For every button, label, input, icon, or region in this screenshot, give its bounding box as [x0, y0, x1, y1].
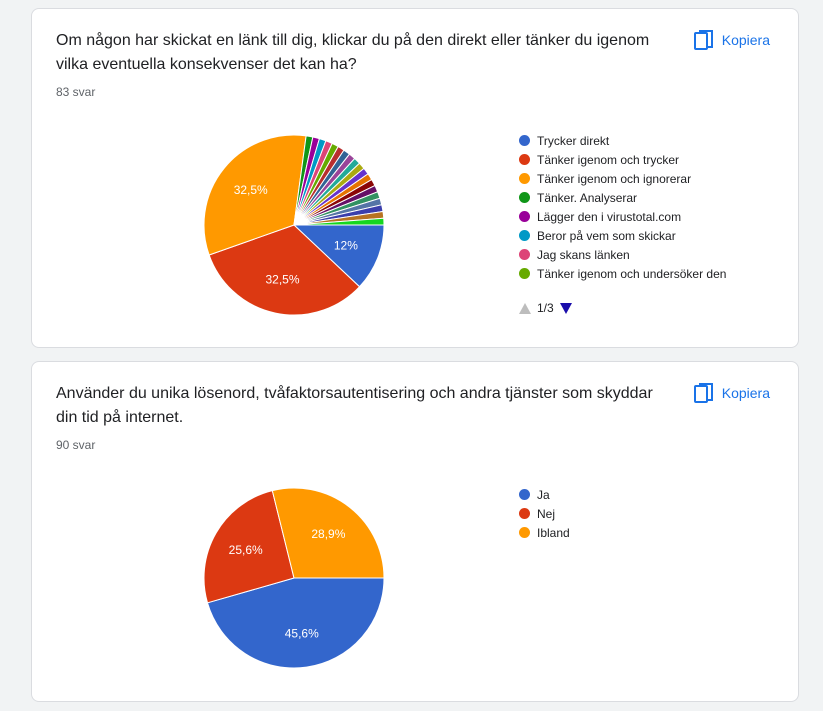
- legend-color-dot: [519, 249, 530, 260]
- question-card-1: Om någon har skickat en länk till dig, k…: [31, 8, 799, 348]
- legend-item: Tänker igenom och trycker: [519, 150, 726, 169]
- pie-slice[interactable]: [206, 577, 385, 669]
- legend-item: Tänker igenom och undersöker den: [519, 264, 726, 283]
- pie-chart: 45,6% 25,6% 28,9%: [203, 487, 385, 669]
- pie-chart: 12% 32,5% 32,5%: [203, 134, 385, 316]
- chart-legend: Trycker direkt Tänker igenom och trycker T…: [519, 131, 726, 283]
- slice-label: 25,6%: [229, 543, 263, 557]
- page-indicator: 1/3: [537, 301, 554, 315]
- slice-label: 32,5%: [265, 273, 299, 287]
- legend-item: Tänker igenom och ignorerar: [519, 169, 726, 188]
- pie-slice[interactable]: [203, 134, 307, 256]
- legend-label: Jag skans länken: [537, 247, 630, 262]
- legend-color-dot: [519, 230, 530, 241]
- pie-slice[interactable]: [203, 490, 295, 604]
- response-count: 83 svar: [56, 85, 96, 99]
- copy-icon: [693, 29, 714, 51]
- legend-color-dot: [519, 135, 530, 146]
- legend-label: Lägger den i virustotal.com: [537, 209, 682, 224]
- legend-item: Ibland: [519, 523, 570, 542]
- pie-slice[interactable]: [293, 217, 385, 226]
- legend-label: Tänker igenom och undersöker den: [537, 266, 727, 281]
- legend-color-dot: [519, 268, 530, 279]
- slice-label: 28,9%: [311, 527, 345, 541]
- slice-label: 12%: [334, 239, 358, 253]
- legend-item: Trycker direkt: [519, 131, 726, 150]
- legend-item: Jag skans länken: [519, 245, 726, 264]
- question-title: Använder du unika lösenord, tvåfaktorsau…: [56, 385, 653, 426]
- copy-button[interactable]: Kopiera: [693, 382, 770, 404]
- slice-label: 45,6%: [285, 626, 319, 640]
- legend-color-dot: [519, 173, 530, 184]
- legend-color-dot: [519, 508, 530, 519]
- legend-item: Tänker. Analyserar: [519, 188, 726, 207]
- legend-color-dot: [519, 154, 530, 165]
- question-card-2: Använder du unika lösenord, tvåfaktorsau…: [31, 361, 799, 702]
- page-up-icon[interactable]: [519, 302, 531, 314]
- pie-slice[interactable]: [208, 224, 361, 316]
- pie-slice[interactable]: [292, 224, 385, 288]
- legend-label: Trycker direkt: [537, 133, 610, 148]
- legend-item: Beror på vem som skickar: [519, 226, 726, 245]
- copy-label: Kopiera: [721, 32, 770, 48]
- legend-label: Nej: [537, 506, 556, 521]
- copy-label: Kopiera: [721, 385, 770, 401]
- legend-pager: 1/3: [519, 301, 572, 315]
- legend-item: Lägger den i virustotal.com: [519, 207, 726, 226]
- legend-label: Ibland: [537, 525, 570, 540]
- copy-button[interactable]: Kopiera: [693, 29, 770, 51]
- legend-label: Tänker. Analyserar: [537, 190, 638, 205]
- question-title: Om någon har skickat en länk till dig, k…: [56, 32, 650, 73]
- legend-item: Ja: [519, 485, 570, 504]
- pie-slice[interactable]: [271, 487, 385, 579]
- legend-label: Beror på vem som skickar: [537, 228, 676, 243]
- legend-color-dot: [519, 192, 530, 203]
- legend-item: Nej: [519, 504, 570, 523]
- slice-label: 32,5%: [234, 183, 268, 197]
- legend-color-dot: [519, 211, 530, 222]
- response-count: 90 svar: [56, 438, 96, 452]
- legend-label: Tänker igenom och trycker: [537, 152, 680, 167]
- chart-legend: Ja Nej Ibland: [519, 485, 570, 542]
- legend-color-dot: [519, 489, 530, 500]
- page-down-icon[interactable]: [559, 302, 572, 314]
- copy-icon: [693, 382, 714, 404]
- legend-label: Ja: [537, 487, 550, 502]
- legend-color-dot: [519, 527, 530, 538]
- legend-label: Tänker igenom och ignorerar: [537, 171, 692, 186]
